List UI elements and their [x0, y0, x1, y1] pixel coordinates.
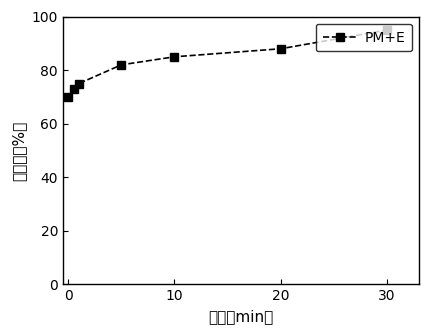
Legend: PM+E: PM+E — [316, 23, 412, 52]
PM+E — [71, 87, 76, 91]
Line: PM+E: PM+E — [64, 26, 391, 101]
X-axis label: 时间（min）: 时间（min） — [208, 309, 273, 324]
PM+E — [66, 95, 71, 99]
PM+E — [76, 81, 81, 85]
PM+E — [384, 28, 390, 32]
PM+E — [119, 63, 124, 67]
PM+E — [172, 55, 177, 59]
PM+E — [278, 47, 283, 51]
Y-axis label: 去除率（%）: 去除率（%） — [11, 120, 26, 181]
